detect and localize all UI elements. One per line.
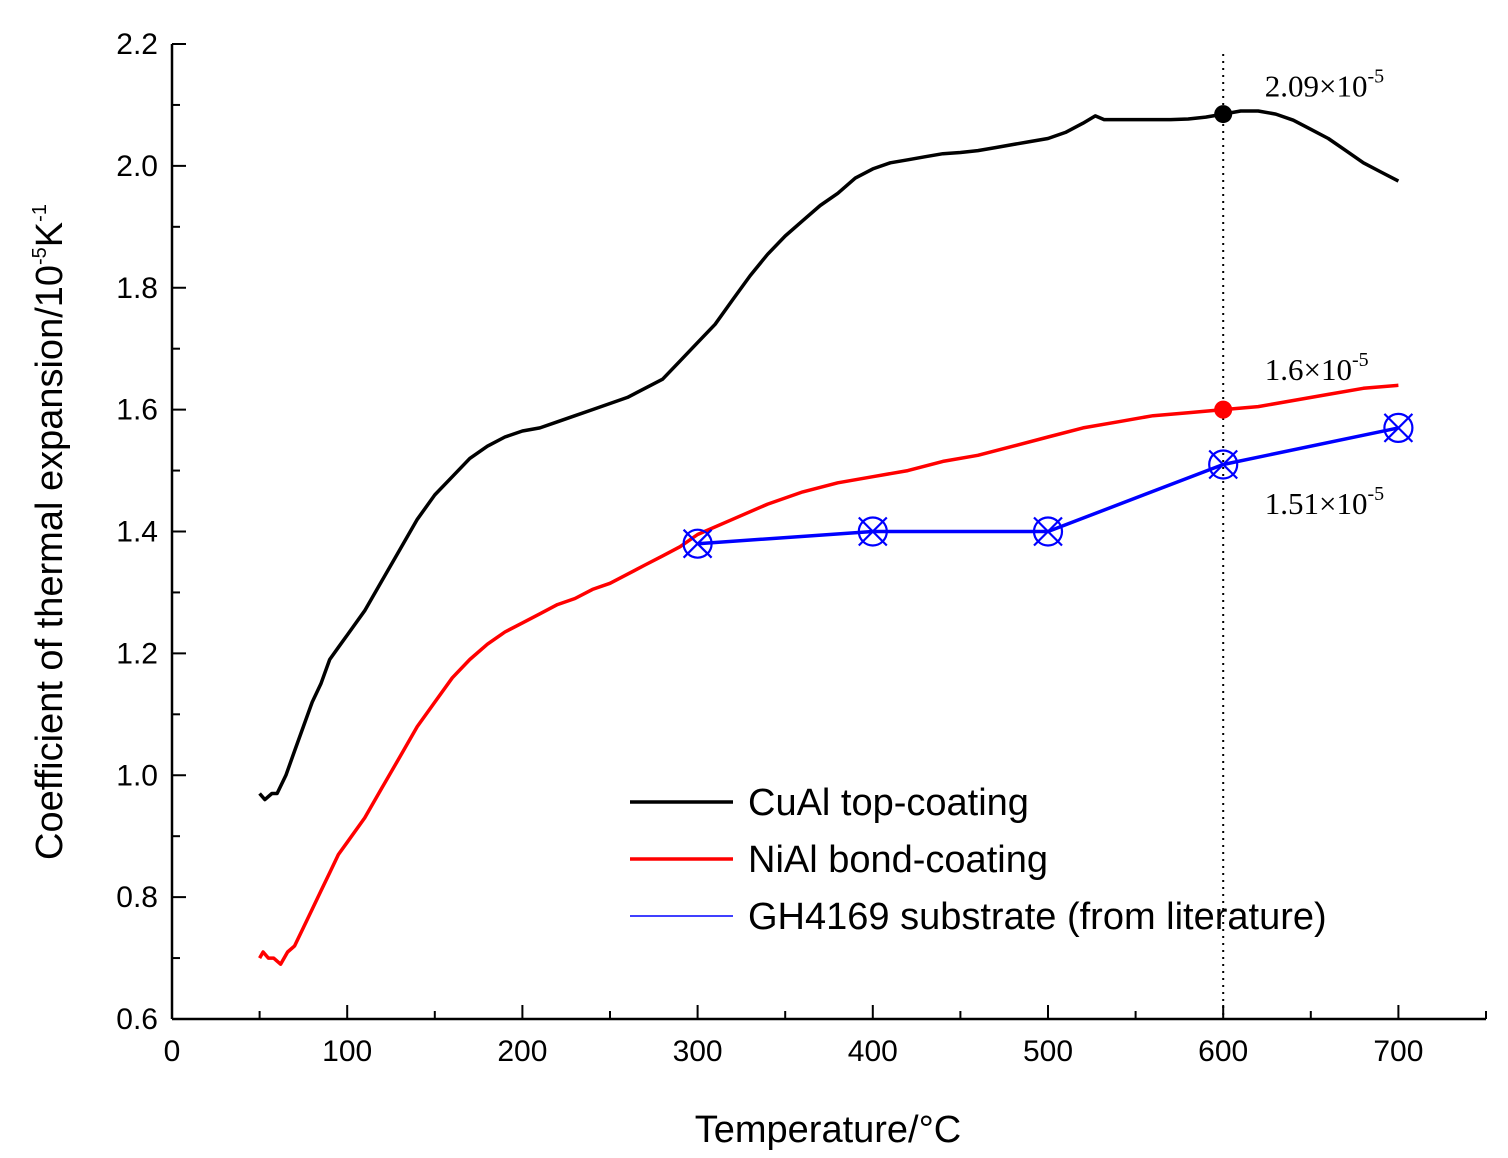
y-axis-title-unit: K <box>29 222 71 247</box>
marker-circle <box>1383 412 1414 444</box>
y-axis-title-exp2: -1 <box>29 204 51 222</box>
marker-cross <box>1033 516 1063 547</box>
legend-entry: NiAl bond-coating <box>630 839 1048 881</box>
legend-label: CuAl top-coating <box>748 782 1029 824</box>
y-tick-label: 1.4 <box>116 516 158 549</box>
annotation-exp: -5 <box>1367 483 1384 505</box>
series-marker <box>1208 449 1239 480</box>
series-marker <box>857 516 888 547</box>
y-tick-label: 1.6 <box>116 394 158 427</box>
series-line-1 <box>258 383 1399 966</box>
y-axis-title: Coefficient of thermal expansion/10-5K-1 <box>29 204 71 860</box>
x-tick-label: 700 <box>1373 1035 1423 1068</box>
legend-entry: GH4169 substrate (from literature) <box>630 896 1327 938</box>
annotation-base: 2.09×10 <box>1265 69 1368 104</box>
y-axis-title-exp1: -5 <box>29 247 51 265</box>
series-line-0 <box>258 109 1400 802</box>
value-annotation: 2.09×10-5 <box>1265 66 1384 104</box>
x-tick-label: 0 <box>164 1035 181 1068</box>
marker-cross <box>682 528 713 559</box>
y-axis-title-base: Coefficient of thermal expansion/10 <box>29 265 71 860</box>
marker-cross <box>1208 449 1238 480</box>
annotation-base: 1.51×10 <box>1265 486 1368 521</box>
value-annotation: 1.6×10-5 <box>1265 349 1369 387</box>
x-axis-title: Temperature/°C <box>695 1109 962 1151</box>
x-tick-label: 100 <box>322 1035 372 1068</box>
x-tick-label: 500 <box>1023 1035 1073 1068</box>
series-marker <box>1383 412 1414 444</box>
marker-cross <box>858 516 888 547</box>
legend-label: GH4169 substrate (from literature) <box>748 896 1327 938</box>
annotation-exp: -5 <box>1367 66 1384 88</box>
annotation-base: 1.6×10 <box>1265 352 1352 387</box>
y-tick-label: 0.8 <box>116 881 158 914</box>
value-annotation: 1.51×10-5 <box>1265 483 1384 521</box>
y-tick-label: 1.0 <box>116 759 158 792</box>
marker-circle <box>857 516 888 547</box>
x-tick-label: 200 <box>497 1035 547 1068</box>
x-tick-label: 300 <box>673 1035 723 1068</box>
x-axis-ticks: 0 100 200 300 400 500 600 700 <box>164 1005 1487 1068</box>
y-axis-ticks: 0.6 0.8 1.0 1.2 1.4 1.6 1.8 2.0 2.2 <box>116 28 186 1036</box>
series-marker <box>1032 516 1064 547</box>
annotations: 2.09×10-51.6×10-51.51×10-5 <box>1265 66 1384 521</box>
y-tick-label: 2.0 <box>116 150 158 183</box>
highlight-point <box>1214 400 1233 419</box>
y-tick-label: 1.2 <box>116 637 158 670</box>
series-layer <box>258 109 1414 966</box>
marker-circle <box>1032 516 1064 547</box>
legend-entry: CuAl top-coating <box>630 782 1029 824</box>
highlight-point <box>1214 105 1233 124</box>
x-tick-label: 400 <box>848 1035 898 1068</box>
x-tick-label: 600 <box>1198 1035 1248 1068</box>
y-tick-label: 0.6 <box>116 1003 158 1036</box>
legend: CuAl top-coating NiAl bond-coating GH4169 … <box>630 782 1327 938</box>
highlight-points <box>1214 105 1233 419</box>
marker-circle <box>682 528 713 559</box>
legend-label: NiAl bond-coating <box>748 839 1048 881</box>
series-marker <box>682 528 713 559</box>
marker-cross <box>1383 413 1414 443</box>
y-tick-label: 2.2 <box>116 28 158 61</box>
annotation-exp: -5 <box>1352 349 1369 371</box>
marker-circle <box>1208 449 1239 480</box>
y-tick-label: 1.8 <box>116 272 158 305</box>
